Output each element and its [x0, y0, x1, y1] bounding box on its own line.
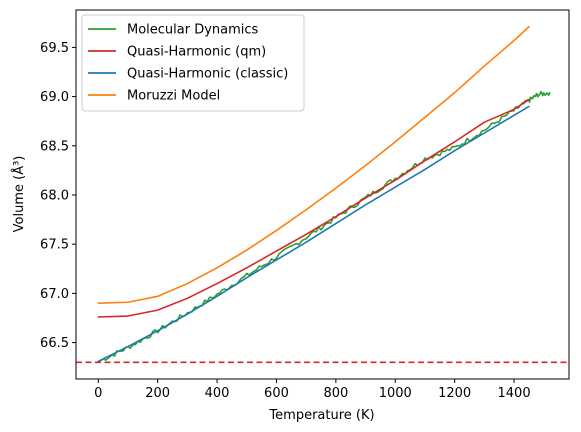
y-axis-label: Volume (Å³) [11, 156, 27, 233]
x-tick-label-6: 1200 [438, 386, 471, 401]
x-tick-label-0: 0 [94, 386, 102, 401]
x-tick-label-1: 200 [145, 386, 170, 401]
x-tick-label-4: 800 [323, 386, 348, 401]
x-axis-label: Temperature (K) [268, 408, 374, 423]
x-tick-label-5: 1000 [379, 386, 412, 401]
y-tick-label-4: 68.5 [40, 139, 69, 154]
x-tick-label-7: 1400 [498, 386, 531, 401]
x-axis-ticks: 0 200 400 600 800 1000 1200 1400 [94, 379, 530, 401]
y-tick-label-2: 67.5 [40, 238, 69, 253]
legend-label-2: Quasi-Harmonic (classic) [127, 67, 288, 82]
legend-label-3: Moruzzi Model [127, 89, 220, 104]
y-axis-ticks: 66.5 67.0 67.5 68.0 68.5 69.0 69.5 [40, 41, 76, 351]
y-tick-label-5: 69.0 [40, 90, 69, 105]
legend: Molecular Dynamics Quasi-Harmonic (qm) Qua… [82, 15, 304, 111]
y-tick-label-3: 68.0 [40, 188, 69, 203]
y-tick-label-1: 67.0 [40, 287, 69, 302]
x-tick-label-2: 400 [205, 386, 230, 401]
y-tick-label-0: 66.5 [40, 336, 69, 351]
x-tick-label-3: 600 [264, 386, 289, 401]
legend-label-0: Molecular Dynamics [127, 23, 259, 38]
legend-label-1: Quasi-Harmonic (qm) [127, 45, 266, 60]
y-tick-label-6: 69.5 [40, 41, 69, 56]
